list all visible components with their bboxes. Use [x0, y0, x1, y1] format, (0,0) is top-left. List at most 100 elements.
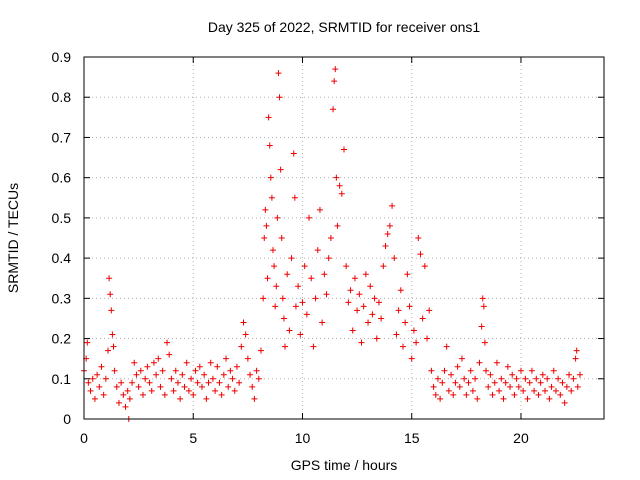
- data-point: [537, 379, 544, 386]
- data-point: [146, 379, 153, 386]
- data-point: [276, 94, 283, 101]
- data-point: [179, 371, 186, 378]
- data-point: [319, 319, 326, 326]
- data-points: [81, 66, 583, 422]
- data-point: [520, 387, 527, 394]
- data-point: [153, 371, 160, 378]
- data-point: [341, 146, 347, 153]
- data-point: [107, 291, 114, 298]
- data-point: [181, 383, 188, 390]
- data-point: [229, 375, 236, 382]
- data-point: [286, 327, 293, 334]
- data-point: [120, 391, 127, 398]
- data-point: [214, 363, 221, 370]
- data-point: [209, 375, 216, 382]
- data-point: [164, 339, 171, 346]
- data-point: [118, 379, 125, 386]
- data-point: [450, 391, 457, 398]
- data-point: [290, 150, 297, 157]
- data-point: [395, 307, 402, 314]
- data-point: [413, 339, 420, 346]
- data-point: [526, 379, 533, 386]
- data-point: [273, 283, 280, 290]
- data-point: [268, 194, 275, 201]
- data-point: [260, 295, 267, 302]
- data-point: [247, 371, 254, 378]
- data-point: [314, 247, 321, 254]
- data-point: [469, 387, 476, 394]
- data-point: [216, 379, 223, 386]
- data-point: [356, 291, 363, 298]
- data-point: [220, 371, 227, 378]
- data-point: [205, 379, 212, 386]
- y-tick-label: 0.5: [52, 210, 72, 226]
- data-point: [389, 202, 396, 209]
- data-point: [255, 375, 262, 382]
- data-point: [489, 391, 496, 398]
- data-point: [316, 206, 323, 213]
- data-point: [421, 263, 428, 270]
- data-point: [480, 303, 487, 310]
- y-tick-label: 0.4: [52, 250, 72, 266]
- y-tick-label: 0.9: [52, 49, 72, 65]
- data-point: [227, 367, 234, 374]
- data-point: [253, 367, 260, 374]
- data-point: [568, 387, 575, 394]
- data-point: [406, 303, 413, 310]
- y-tick-label: 0.8: [52, 89, 72, 105]
- data-point: [448, 371, 455, 378]
- data-point: [472, 375, 479, 382]
- data-point: [333, 174, 340, 181]
- data-point: [522, 375, 529, 382]
- data-point: [161, 391, 168, 398]
- data-point: [323, 291, 330, 298]
- data-point: [535, 391, 542, 398]
- data-point: [280, 315, 287, 322]
- data-point: [430, 383, 437, 390]
- data-point: [168, 375, 175, 382]
- data-point: [487, 371, 494, 378]
- data-point: [458, 355, 465, 362]
- data-point: [343, 263, 350, 270]
- data-point: [500, 395, 507, 402]
- data-point: [410, 327, 417, 334]
- data-point: [274, 214, 281, 221]
- data-point: [563, 383, 570, 390]
- data-point: [498, 375, 505, 382]
- data-point: [354, 307, 361, 314]
- data-point: [291, 194, 298, 201]
- data-point: [548, 383, 555, 390]
- data-point: [249, 383, 256, 390]
- data-point: [292, 303, 299, 310]
- data-point: [474, 395, 481, 402]
- data-point: [437, 395, 444, 402]
- data-point: [257, 347, 264, 354]
- data-point: [424, 335, 431, 342]
- data-point: [262, 206, 269, 213]
- data-point: [129, 379, 136, 386]
- data-point: [550, 367, 557, 374]
- data-point: [144, 363, 151, 370]
- data-point: [566, 371, 573, 378]
- data-point: [108, 307, 115, 314]
- data-point: [278, 235, 285, 241]
- data-point: [306, 214, 313, 221]
- data-point: [170, 387, 177, 394]
- data-point: [544, 375, 551, 382]
- data-point: [297, 331, 304, 338]
- data-point: [399, 343, 406, 350]
- data-point: [380, 263, 387, 270]
- plot-frame: [83, 56, 605, 420]
- grid: [84, 57, 604, 419]
- data-point: [384, 230, 391, 237]
- data-point: [303, 311, 310, 318]
- data-point: [275, 70, 282, 77]
- chart-title: Day 325 of 2022, SRMTID for receiver ons…: [208, 19, 481, 35]
- data-point: [441, 367, 448, 374]
- data-point: [426, 307, 433, 314]
- data-point: [393, 331, 400, 338]
- data-point: [89, 375, 96, 382]
- data-point: [539, 371, 546, 378]
- data-point: [284, 271, 291, 278]
- data-point: [325, 255, 332, 262]
